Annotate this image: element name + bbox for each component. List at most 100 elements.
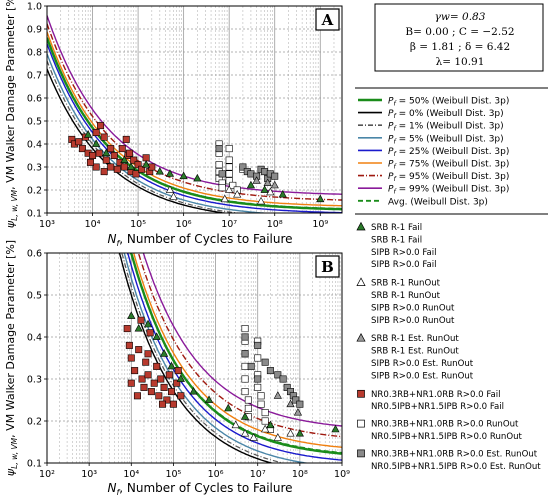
data-point-square-fail bbox=[132, 170, 140, 178]
x-tick-label: 10⁷ bbox=[250, 469, 266, 480]
y-tick-label: 0.2 bbox=[27, 417, 42, 428]
data-point-square-est-runout bbox=[279, 375, 287, 383]
curve-p75 bbox=[132, 253, 342, 448]
x-tick-label: 10⁶ bbox=[176, 219, 192, 230]
data-point-square-fail bbox=[113, 165, 121, 173]
data-point-square-fail bbox=[158, 400, 166, 408]
legend-curve-label: Pf = 25% (Weibull Dist. 3p) bbox=[388, 147, 509, 158]
x-tick-label: 10² bbox=[39, 469, 55, 480]
curve-p0 bbox=[118, 253, 274, 463]
x-tick-label: 10⁸ bbox=[267, 219, 283, 230]
data-point-square-est-runout bbox=[261, 358, 269, 366]
legend-marker-label: SIPB R>0.0 Fail bbox=[371, 260, 437, 270]
data-point-square-est-runout bbox=[215, 145, 223, 153]
data-point-square-runout bbox=[229, 181, 237, 189]
data-point-square-fail bbox=[169, 400, 177, 408]
data-point-triangle-fail bbox=[120, 155, 129, 163]
data-point-square-fail bbox=[142, 154, 150, 162]
data-point-square-est-runout bbox=[296, 400, 304, 408]
data-point-triangle-runout bbox=[169, 192, 178, 200]
y-tick-label: 0.6 bbox=[27, 94, 42, 105]
data-point-triangle-runout bbox=[273, 433, 282, 441]
y-tick-label: 0.1 bbox=[27, 209, 42, 220]
legend-marker-square bbox=[357, 419, 365, 428]
data-point-triangle-runout bbox=[266, 187, 275, 196]
y-tick-label: 0.7 bbox=[27, 71, 42, 82]
data-point-square-fail bbox=[168, 388, 176, 396]
y-tick-label: 0.5 bbox=[27, 117, 42, 128]
data-point-triangle-runout bbox=[286, 428, 295, 437]
data-point-triangle-fail bbox=[155, 166, 164, 175]
data-point-square-runout bbox=[215, 161, 223, 169]
data-point-square-runout bbox=[241, 388, 249, 396]
parameter-box: γw= 0.83 B= 0.00 ; C = −2.52 β = 1.81 ; … bbox=[374, 3, 544, 72]
data-point-square-fail bbox=[147, 388, 155, 396]
y-tick-label: 0.1 bbox=[27, 459, 42, 470]
data-point-square-fail bbox=[122, 135, 130, 143]
y-tick-label: 0.9 bbox=[27, 25, 42, 36]
data-point-triangle-fail bbox=[127, 311, 136, 319]
data-point-square-fail bbox=[131, 367, 139, 375]
data-point-square-fail bbox=[92, 129, 100, 137]
legend-marker-label: SIPB R>0.0 Est. RunOut bbox=[371, 359, 474, 369]
data-point-square-est-runout bbox=[274, 371, 282, 379]
data-point-triangle-fail bbox=[134, 323, 143, 332]
data-point-triangle-est-runout bbox=[270, 180, 279, 189]
data-point-triangle-fail bbox=[224, 403, 233, 412]
y-tick-label: 0.2 bbox=[27, 186, 42, 197]
data-point-square-fail bbox=[134, 161, 142, 169]
data-point-square-fail bbox=[160, 383, 168, 391]
panel-a: 0.1 0.2 0.3 0.4 0.5 0.6 0.7 0.8 0.9 1.0 10³ 10⁴ 10⁵ 1… bbox=[4, 0, 343, 248]
data-point-triangle-fail bbox=[165, 169, 175, 177]
legend-marker-label: SIPB R>0.0 Est. RunOut bbox=[371, 371, 474, 381]
curve-p99 bbox=[142, 253, 342, 427]
legend-marker-label: SIPB R>0.0 RunOut bbox=[371, 316, 455, 326]
legend-curve-label: Pf = 99% (Weibull Dist. 3p) bbox=[388, 185, 509, 196]
data-point-square-fail bbox=[127, 379, 135, 387]
data-point-square-fail bbox=[75, 138, 83, 146]
data-point-triangle-fail bbox=[142, 160, 151, 168]
curve-avg bbox=[129, 253, 342, 454]
y-tick-label: 0.8 bbox=[27, 48, 42, 59]
data-point-square-fail bbox=[150, 379, 158, 387]
data-point-square-est-runout bbox=[271, 172, 279, 180]
data-point-square-fail bbox=[97, 122, 105, 130]
data-point-square-fail bbox=[102, 156, 110, 164]
curve-p75 bbox=[47, 31, 342, 207]
x-tick-label: 10³ bbox=[81, 469, 97, 480]
x-tick-label: 10⁸ bbox=[292, 469, 308, 480]
data-point-square-runout bbox=[261, 417, 269, 425]
panel-b: 0.1 0.2 0.3 0.4 0.5 0.6 10² 10³ 10⁴ 10⁵ 10⁶ 10⁷ 10⁸ 1… bbox=[4, 240, 350, 497]
param-bc: B= 0.00 ; C = −2.52 bbox=[405, 26, 514, 38]
data-point-square-fail bbox=[138, 375, 146, 383]
data-point-triangle-runout bbox=[249, 433, 258, 441]
data-point-square-runout bbox=[254, 383, 262, 391]
data-point-square-fail bbox=[144, 371, 152, 379]
data-point-square-fail bbox=[110, 152, 118, 160]
x-tick-label: 10⁵ bbox=[165, 469, 181, 480]
x-tick-label: 10⁴ bbox=[123, 469, 139, 480]
data-point-square-est-runout bbox=[241, 333, 249, 341]
data-point-triangle-fail bbox=[126, 162, 136, 170]
data-point-square-est-runout bbox=[254, 375, 262, 383]
x-tick-label: 10³ bbox=[39, 219, 55, 230]
marker-legend: SRB R-1 Fail SRB R-1 Fail SIPB R>0.0 Fail S… bbox=[356, 221, 541, 472]
param-beta-delta: β = 1.81 ; δ = 6.42 bbox=[410, 41, 510, 53]
data-point-square-fail bbox=[130, 156, 138, 164]
data-point-triangle-est-runout bbox=[252, 176, 261, 184]
data-point-square-fail bbox=[140, 383, 148, 391]
curve-p5 bbox=[123, 253, 311, 463]
data-point-square-fail bbox=[146, 329, 154, 337]
svg-text:A: A bbox=[321, 11, 334, 29]
data-point-square-runout bbox=[254, 354, 262, 362]
data-point-square-runout bbox=[225, 156, 233, 164]
legend-curve-label: Pf = 0% (Weibull Dist. 3p) bbox=[388, 109, 504, 120]
data-point-square-runout bbox=[241, 325, 249, 333]
data-point-triangle-fail bbox=[179, 171, 188, 180]
legend-curve-label: Avg. (Weibull Dist. 3p) bbox=[388, 197, 488, 207]
y-tick-label: 0.4 bbox=[27, 333, 42, 344]
y-axis-label-b: ψL, w, VM, VM Walker Damage Parameter [%… bbox=[4, 240, 19, 476]
data-point-square-runout bbox=[257, 392, 265, 400]
plot-b-frame bbox=[46, 252, 343, 464]
